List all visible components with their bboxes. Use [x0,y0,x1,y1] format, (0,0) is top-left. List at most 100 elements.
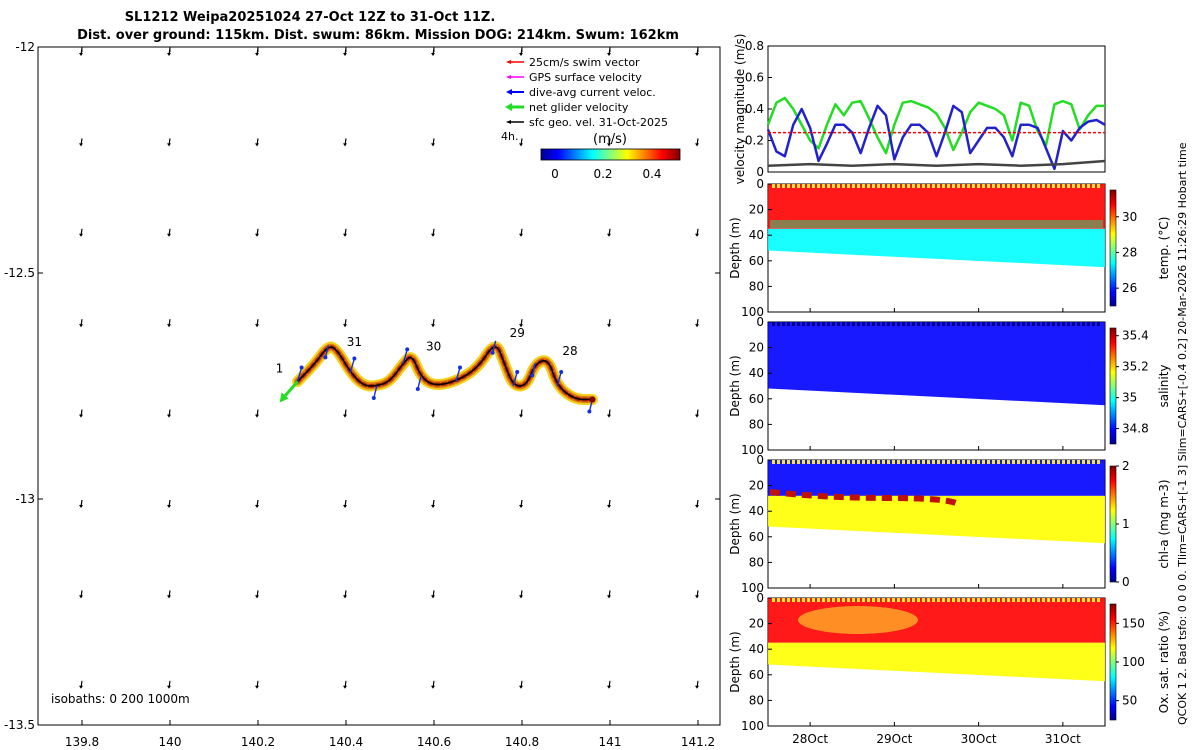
section-layer [768,184,1105,229]
sfc-vel-arrowhead [519,233,523,237]
sfc-vel-arrowhead [167,53,171,56]
section-x-tick-label: 29Oct [876,732,912,746]
colorbar-tick-label: 150 [1122,616,1145,630]
current-arrowhead [323,355,328,360]
sfc-vel-arrowhead [79,324,83,328]
sfc-vel-arrowhead [255,505,259,508]
current-arrowhead [530,373,535,378]
section-y-tick-label: 0 [756,591,764,605]
current-arrowhead [405,347,410,352]
sfc-vel-arrowhead [343,505,347,508]
section-x-tick-label: 31Oct [1045,732,1081,746]
section-colorbar-label: salinity [1157,364,1171,407]
section-colorbar [1109,465,1117,583]
title-line-2: Dist. over ground: 115km. Dist. swum: 86… [77,28,679,43]
section-y-tick-label: 60 [749,668,764,682]
speed-colorbar: 0 0.2 0.4 [540,148,681,181]
vel-y-tick-label: 0.4 [745,102,764,116]
section-layer [768,460,1105,496]
sfc-vel-arrowhead [695,53,699,56]
current-arrow [324,345,330,358]
section-y-tick-label: 20 [749,617,764,631]
day-label-28: 28 [562,344,577,358]
chl-max-band [769,489,960,507]
qc-side-note: QCOK 1 2. Bad tsfo: 0 0 0 0. Tlim=CARS+[… [1176,142,1189,725]
current-arrow [556,371,562,387]
sfc-vel-arrowhead [695,233,699,237]
section-colorbar-label: Ox. sat. ratio (%) [1157,611,1171,713]
legend-label: GPS surface velocity [529,71,642,84]
colorbar-tick-label: 28 [1122,245,1137,259]
legend-sfc-geo-velocity: sfc geo. vel. 31-Oct-2025 [506,116,668,129]
sfc-vel-arrowhead [607,53,611,56]
colorbar-tick-label: 26 [1122,281,1137,295]
current-arrowhead [515,370,520,374]
current-arrow [349,358,356,373]
sfc-vel-arrowhead [695,595,699,599]
sfc-vel-arrowhead [167,505,171,508]
series-dive-avg-current-veloc- [766,104,1106,171]
section-layer [768,228,1105,268]
current-arrowhead [352,356,357,361]
map-x-tick-label: 141.2 [681,735,715,749]
sfc-vel-arrowhead [519,53,523,56]
track-end-point [589,396,596,403]
section-layer [768,322,1105,406]
legend-swim-vector: 25cm/s swim vector [506,56,640,69]
colorbar-tick-label: 35 [1122,391,1137,405]
colorbar-tick-label: 50 [1122,694,1137,708]
sfc-vel-arrowhead [167,233,171,237]
colorbar-tick-label: 2 [1122,459,1130,473]
current-arrow [531,363,536,376]
day-label-29: 29 [510,326,525,340]
current-arrowhead [299,365,304,370]
section-y-tick-label: 60 [749,392,764,406]
sfc-vel-arrowhead [695,143,699,147]
sfc-vel-arrowhead [255,233,259,237]
sfc-vel-arrowhead [255,685,259,689]
colorbar-tick-label: 30 [1122,210,1137,224]
title-line-1: SL1212 Weipa20251024 27-Oct 12Z to 31-Oc… [125,10,496,25]
section-colorbar-label: chl-a (mg m-3) [1157,479,1171,568]
velocity-y-label: velocity magnitude (m/s) [733,34,747,185]
vel-y-tick-label: 0.6 [745,71,764,85]
sfc-vel-arrowhead [431,685,435,689]
sfc-vel-arrowhead [519,143,523,147]
sfc-vel-arrowhead [607,414,611,418]
sfc-vel-arrowhead [167,414,171,418]
sfc-vel-arrowhead [431,53,435,56]
sfc-vel-arrowhead [255,143,259,147]
map-panel: 139.8 140 140.2 140.4 140.6 140.8 141 141.2 -12 -… [4,40,721,749]
chlorophyll-section: 0 20 40 60 80 100 Depth (m) 0 1 2 chl-a (mg m-3) [728,453,1171,595]
map-x-tick-label: 140.6 [417,735,451,749]
map-colorbar-label: (m/s) [593,132,627,147]
sfc-vel-arrowhead [343,414,347,418]
map-cbar-tick: 0.2 [593,167,612,181]
section-colorbar [1109,603,1117,721]
current-arrowhead [458,365,462,370]
sfc-vel-arrowhead [431,324,435,328]
map-y-tick-label: -12 [15,40,35,54]
day-labels: 1 31 30 29 28 [276,326,578,376]
oxygen-supersat-patch [798,606,918,634]
sfc-vel-arrowhead [695,505,699,508]
current-arrow [402,349,408,364]
map-x-tick-label: 140 [159,735,182,749]
map-y-tick-label: -13.5 [4,718,35,732]
legend-label: sfc geo. vel. 31-Oct-2025 [529,116,668,129]
sfc-vel-arrowhead [255,414,259,418]
sfc-vel-arrowhead [167,685,171,689]
sfc-vel-arrowhead [431,414,435,418]
map-cbar-tick: 0.4 [642,167,661,181]
colorbar-tick-label: 34.8 [1122,422,1149,436]
sfc-vel-arrowhead [343,324,347,328]
section-y-tick-label: 60 [749,530,764,544]
sfc-vel-arrowhead [255,324,259,328]
sfc-vel-arrowhead [343,233,347,237]
sfc-vel-arrowhead [695,324,699,328]
section-y-tick-label: 100 [741,719,764,733]
section-y-tick-label: 40 [749,504,764,518]
